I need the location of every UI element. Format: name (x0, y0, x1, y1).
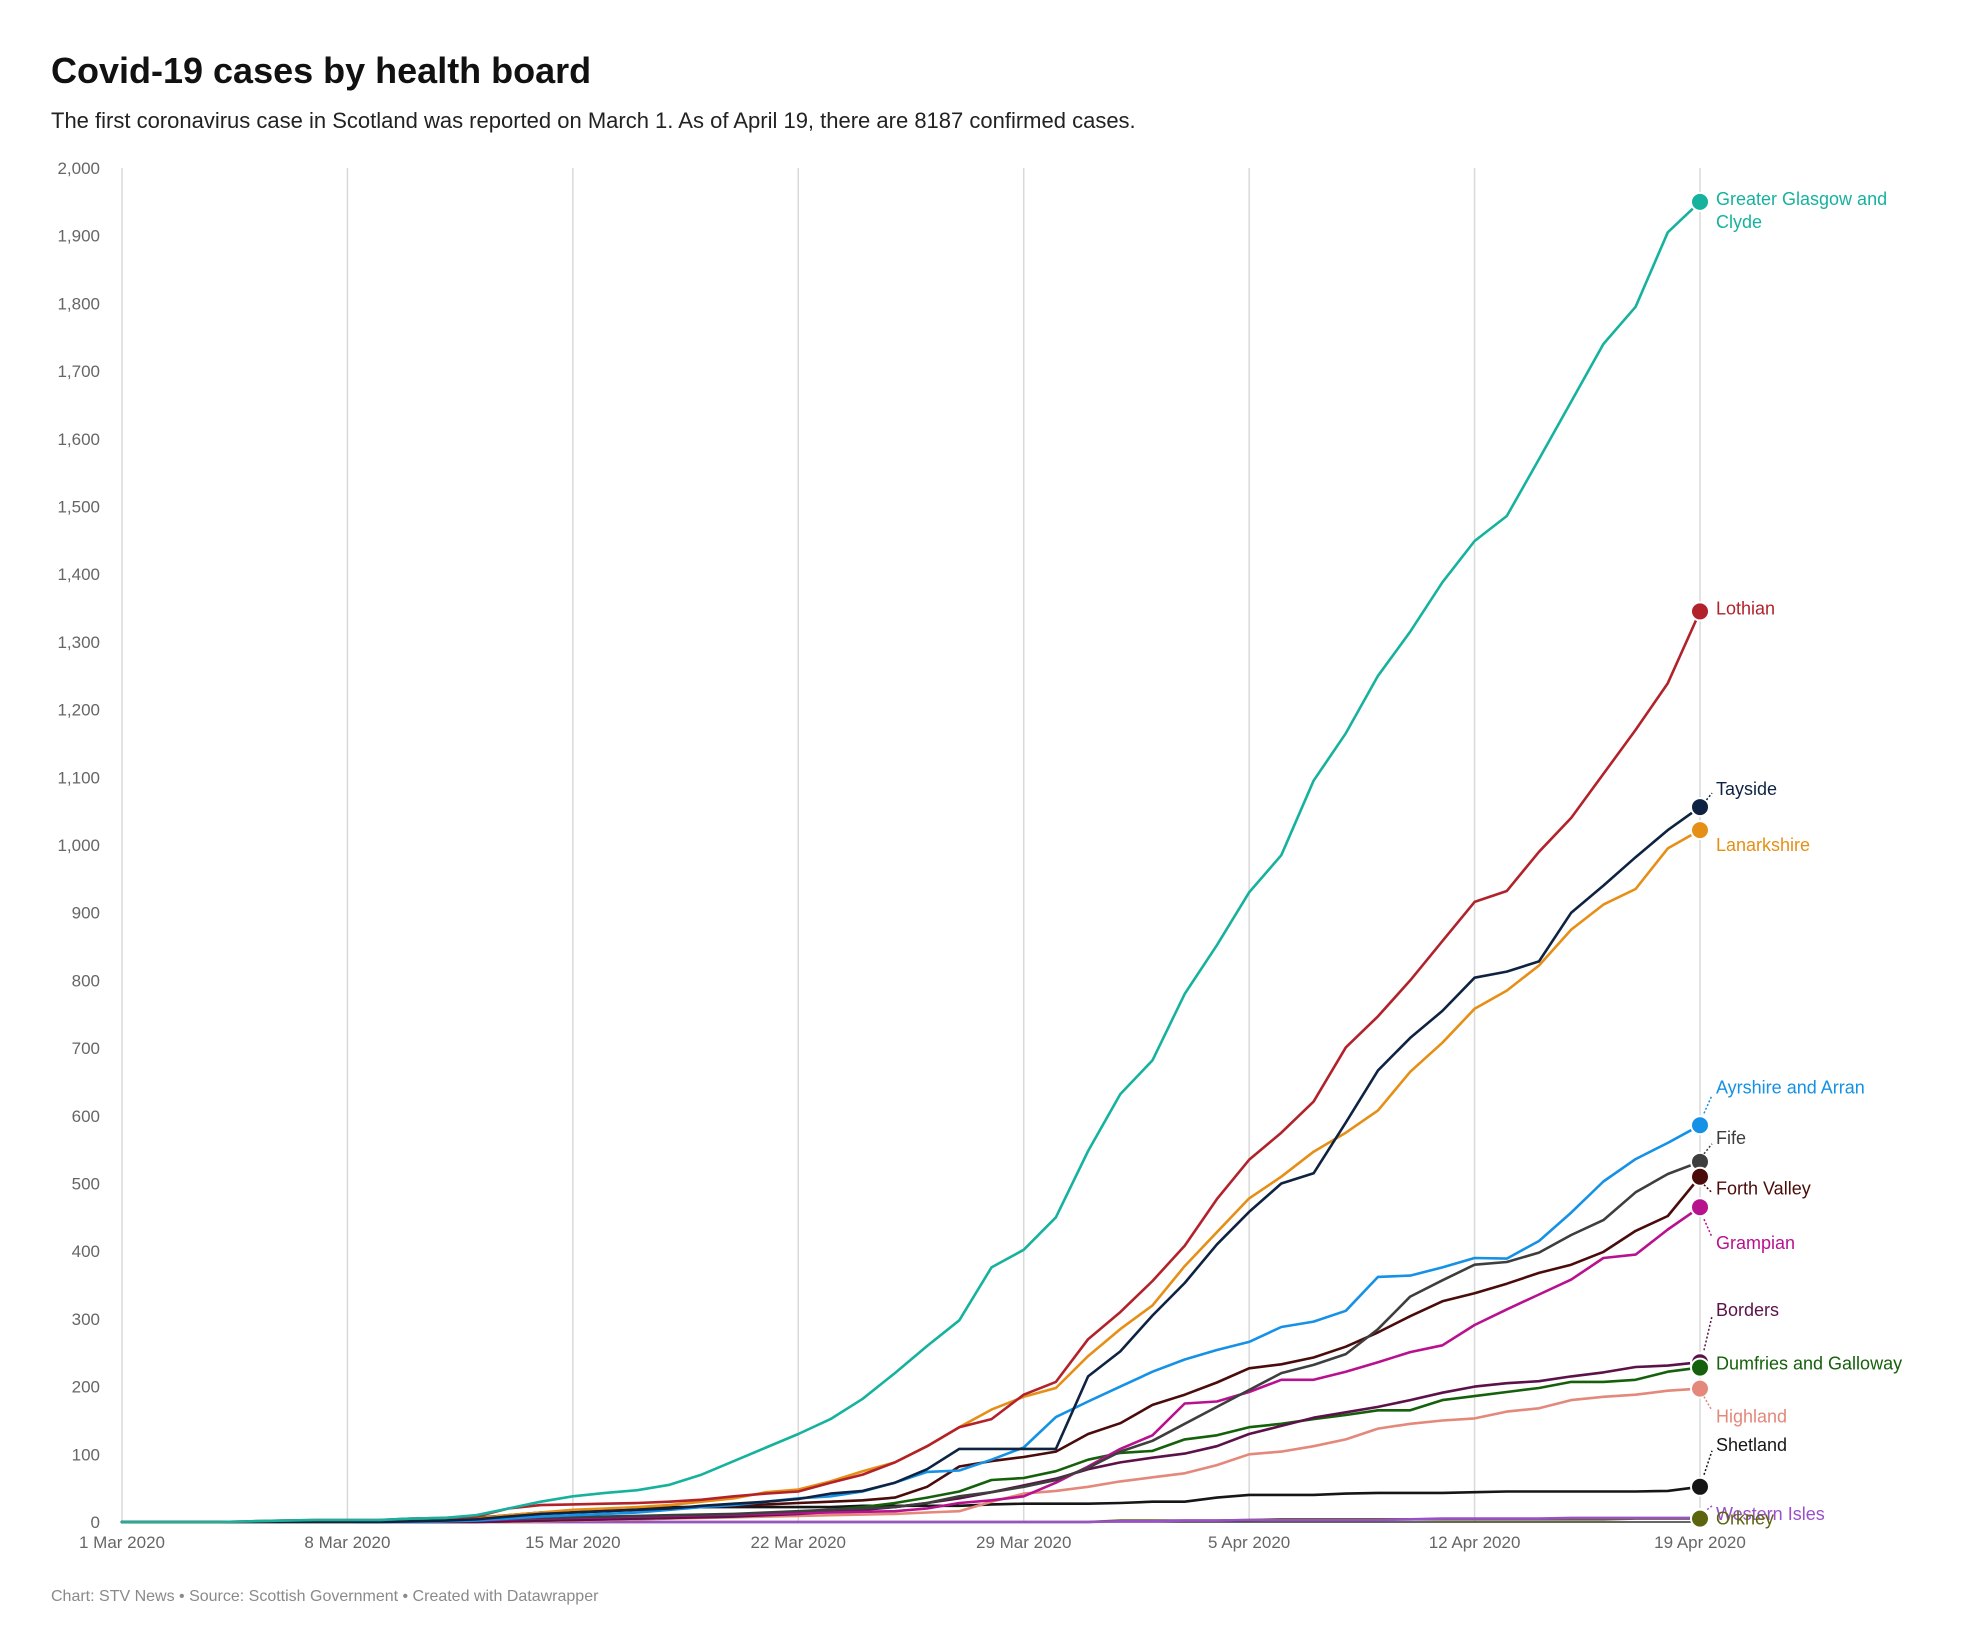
series-label-line: Orkney (1716, 1509, 1774, 1529)
x-tick-label: 29 Mar 2020 (976, 1533, 1071, 1552)
series-label-line: Clyde (1716, 212, 1762, 232)
label-leader (1703, 1143, 1713, 1155)
chart-footer: Chart: STV News • Source: Scottish Gover… (51, 1588, 599, 1605)
y-tick-label: 1,500 (57, 498, 100, 517)
series-line (120, 1366, 1702, 1524)
y-tick-label: 1,800 (57, 294, 100, 313)
series-label: Tayside (1716, 779, 1777, 799)
y-tick-label: 1,300 (57, 633, 100, 652)
y-tick-label: 800 (72, 971, 100, 990)
series-end-marker (1690, 1166, 1710, 1187)
series-label: Borders (1716, 1300, 1779, 1320)
label-leader (1703, 1218, 1713, 1238)
x-tick-label: 15 Mar 2020 (525, 1533, 620, 1552)
series-label: Fife (1716, 1128, 1746, 1148)
series-end-marker (1690, 1378, 1710, 1399)
series-label: Forth Valley (1716, 1179, 1811, 1199)
series-end-marker (1690, 1197, 1710, 1218)
y-tick-label: 1,900 (57, 227, 100, 246)
series-label: Highland (1716, 1407, 1787, 1427)
y-tick-label: 2,000 (57, 159, 100, 178)
series-line (120, 610, 1702, 1524)
series-label-line: Forth Valley (1716, 1179, 1811, 1199)
chart-subtitle: The first coronavirus case in Scotland w… (51, 108, 1136, 133)
y-tick-label: 400 (72, 1242, 100, 1261)
x-tick-label: 8 Mar 2020 (304, 1533, 390, 1552)
x-tick-label: 5 Apr 2020 (1208, 1533, 1290, 1552)
y-tick-label: 1,700 (57, 362, 100, 381)
series-label-line: Ayrshire and Arran (1716, 1077, 1865, 1097)
series-label-line: Dumfries and Galloway (1716, 1354, 1902, 1374)
series-line (120, 1124, 1702, 1524)
series-label: Orkney (1716, 1509, 1774, 1529)
series-label: Western Isles (1716, 1504, 1825, 1524)
y-tick-label: 1,600 (57, 430, 100, 449)
label-leader (1703, 1184, 1713, 1194)
series-line (120, 1160, 1702, 1524)
series-label: Ayrshire and Arran (1716, 1077, 1865, 1097)
series-line (120, 200, 1702, 1524)
series-label: Grampian (1716, 1233, 1795, 1253)
series-label-line: Greater Glasgow and (1716, 189, 1887, 209)
series-line (120, 805, 1702, 1524)
series-line (120, 1360, 1702, 1524)
series-end-marker (1690, 797, 1710, 818)
series-line (120, 1175, 1702, 1524)
series-end-marker (1690, 601, 1710, 622)
series-end-marker (1690, 820, 1710, 841)
x-tick-label: 12 Apr 2020 (1429, 1533, 1521, 1552)
y-tick-label: 1,000 (57, 836, 100, 855)
series-lines (120, 200, 1702, 1524)
x-tick-label: 19 Apr 2020 (1654, 1533, 1746, 1552)
series-label: Greater Glasgow and Clyde (1716, 189, 1887, 232)
series-label-line: Lothian (1716, 598, 1775, 618)
series-labels: Greater Glasgow and Clyde Lothian Tayside La… (1690, 189, 1902, 1529)
grid-lines (121, 168, 1701, 1522)
series-end-marker (1690, 1115, 1710, 1136)
x-tick-label: 1 Mar 2020 (79, 1533, 165, 1552)
series-label-line: Highland (1716, 1407, 1787, 1427)
y-tick-label: 1,100 (57, 768, 100, 787)
y-tick-label: 300 (72, 1310, 100, 1329)
series-end-marker (1690, 191, 1710, 212)
series-label-line: Fife (1716, 1128, 1746, 1148)
series-label-line: Lanarkshire (1716, 835, 1810, 855)
series-label-line: Borders (1716, 1300, 1779, 1320)
label-leader (1703, 1094, 1713, 1114)
series-end-marker (1690, 1476, 1710, 1497)
series-label: Shetland (1716, 1435, 1787, 1455)
series-label: Lothian (1716, 598, 1775, 618)
series-label: Lanarkshire (1716, 835, 1810, 855)
y-tick-label: 600 (72, 1107, 100, 1126)
y-tick-label: 0 (91, 1513, 100, 1532)
label-leader (1703, 1396, 1713, 1412)
series-end-marker (1690, 1508, 1710, 1529)
x-tick-label: 22 Mar 2020 (751, 1533, 846, 1552)
y-tick-label: 900 (72, 904, 100, 923)
series-label-line: Grampian (1716, 1233, 1795, 1253)
y-tick-label: 100 (72, 1445, 100, 1464)
y-tick-label: 1,400 (57, 565, 100, 584)
series-label-line: Tayside (1716, 779, 1777, 799)
y-tick-label: 1,200 (57, 701, 100, 720)
axes: 1 Mar 2020 8 Mar 2020 15 Mar 2020 22 Mar 20… (57, 159, 1745, 1552)
series-label: Dumfries and Galloway (1716, 1354, 1902, 1374)
chart-title: Covid-19 cases by health board (51, 50, 592, 91)
label-leader (1703, 1316, 1713, 1351)
y-tick-label: 200 (72, 1378, 100, 1397)
series-end-marker (1690, 1357, 1710, 1378)
y-tick-label: 500 (72, 1175, 100, 1194)
label-leader (1703, 1450, 1713, 1476)
series-label-line: Western Isles (1716, 1504, 1825, 1524)
series-label-line: Shetland (1716, 1435, 1787, 1455)
y-tick-label: 700 (72, 1039, 100, 1058)
